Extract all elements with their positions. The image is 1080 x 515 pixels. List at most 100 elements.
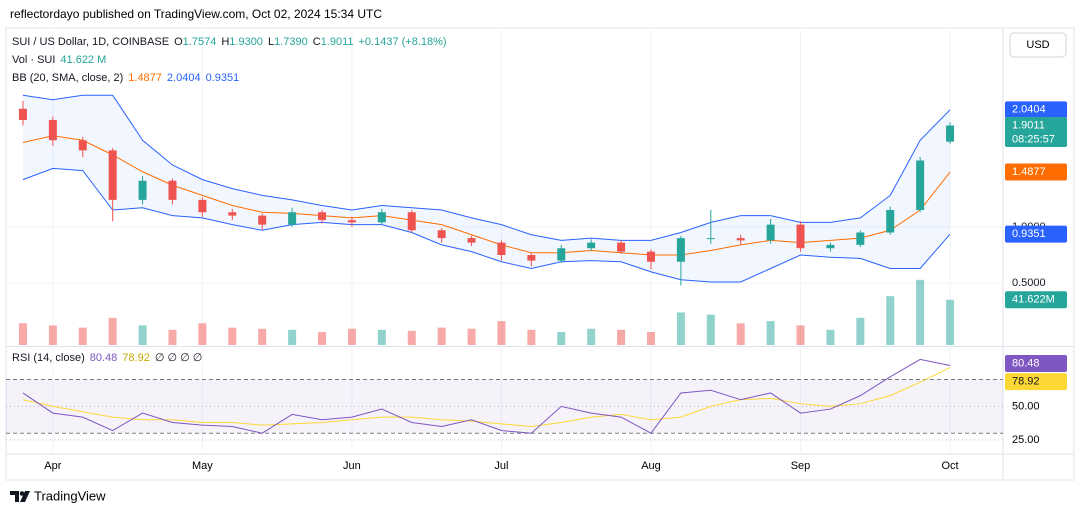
candle-body [138, 180, 147, 200]
ohlc-value: 1.9011 [320, 36, 354, 48]
candle-body [676, 238, 685, 262]
x-tick-label: Oct [941, 460, 958, 472]
ohlc-key: L [267, 36, 275, 48]
footer-brand: TradingView [34, 488, 106, 503]
last-price-label-box [1005, 117, 1067, 148]
bb-upper [22, 94, 951, 241]
candle-body [318, 212, 327, 221]
ohlc-key: H [221, 36, 230, 48]
rsi-extra: ∅ ∅ ∅ ∅ [154, 352, 203, 364]
ohlc-key: C [312, 36, 321, 48]
x-tick-label: Apr [44, 460, 61, 472]
volume-bar [138, 325, 147, 345]
candle-body [826, 244, 835, 249]
candle-body [587, 242, 596, 249]
rsi-ma-label: 78.92 [1012, 375, 1040, 387]
candle-body [646, 251, 655, 262]
volume-bar [527, 329, 536, 345]
bb-basis-label: 1.4877 [1012, 166, 1046, 178]
x-tick-label: Aug [641, 460, 661, 472]
candle-body [946, 125, 955, 142]
rsi-tick-label: 50.00 [1012, 400, 1040, 412]
ohlc-value: 1.7390 [274, 36, 308, 48]
currency[interactable]: USD [1026, 39, 1049, 51]
candle-body [377, 212, 386, 223]
legend-rsi: RSI (14, close) 80.48 78.92 ∅ ∅ ∅ ∅ [12, 351, 207, 364]
candle-body [557, 248, 566, 261]
ohlc-value: 1.9300 [229, 36, 263, 48]
volume-bar [18, 323, 27, 345]
y-tick-label: 0.5000 [1012, 277, 1046, 289]
volume-bar [48, 325, 57, 345]
legend-volume: Vol · SUI 41.622 M [12, 54, 111, 66]
rsi-label-box [1005, 354, 1067, 372]
bb-basis-label-box [1005, 163, 1067, 181]
rsi-name: RSI (14, close) [12, 352, 85, 364]
candle-body [78, 140, 87, 151]
currency-button[interactable] [1009, 32, 1067, 58]
volume-bar [736, 323, 745, 345]
bb-name: BB (20, SMA, close, 2) [12, 72, 124, 84]
candle-body [736, 238, 745, 241]
candle-body [527, 255, 536, 261]
rsi-ma-label-box [1005, 373, 1067, 391]
candle-body [497, 242, 506, 255]
candle-body [108, 150, 117, 200]
volume-bar [258, 328, 267, 345]
volume-bar [467, 328, 476, 345]
candle-body [437, 230, 446, 239]
candle-body [347, 220, 356, 223]
volume-bar [347, 328, 356, 345]
volume-bar [407, 330, 416, 345]
legend-price: SUI / US Dollar, 1D, COINBASE O1.7574 H1.9… [12, 36, 452, 48]
candle-body [796, 224, 805, 249]
rsi-line [22, 358, 951, 434]
rsi-tick-label: 25.00 [1012, 434, 1040, 446]
x-tick-label: Jun [343, 460, 361, 472]
volume-bar [676, 312, 685, 345]
bb-lower [22, 167, 951, 283]
volume-bar [796, 325, 805, 345]
candle-body [48, 120, 57, 141]
volume-value: 41.622 M [60, 54, 107, 66]
last-price-label: 1.9011 [1012, 119, 1045, 131]
legend-bb: BB (20, SMA, close, 2) 1.4877 2.0404 0.9351 [12, 72, 244, 84]
volume-bar [946, 299, 955, 345]
bb-upper: 2.0404 [166, 72, 201, 84]
volume-bar [766, 321, 775, 345]
ohlc-value: 1.7574 [182, 36, 217, 48]
volume-name: Vol · SUI [12, 54, 56, 66]
chart-frame [5, 27, 1075, 481]
candle-body [258, 215, 267, 225]
candle-body [18, 108, 27, 120]
volume-bar [587, 328, 596, 345]
rsi-ma-value: 78.92 [122, 352, 150, 364]
candle-body [886, 210, 895, 233]
volume-bar [646, 331, 655, 345]
volume-bar [318, 331, 327, 345]
rsi-ma [22, 367, 951, 428]
candle-body [228, 212, 237, 216]
volume-bar [497, 321, 506, 345]
plot: 0.50001.0000AprMayJunJulAugSepOct25.0050… [5, 27, 1075, 481]
candle-body [288, 212, 297, 225]
candle-body [407, 212, 416, 231]
volume-bar [78, 327, 87, 345]
rsi-label: 80.48 [1012, 357, 1040, 369]
volume-bar [288, 329, 297, 345]
candle-body [706, 238, 715, 240]
candle-body [916, 160, 925, 210]
rsi-band [6, 379, 1003, 434]
volume-bar [706, 314, 715, 345]
rsi-value: 80.48 [89, 352, 118, 364]
candle-body [766, 224, 775, 241]
candle-body [168, 180, 177, 200]
volume-bar [168, 329, 177, 345]
bb-lower-label: 0.9351 [1012, 228, 1046, 240]
bb-upper-label: 2.0404 [1012, 104, 1046, 116]
bb-upper-label-box [1005, 101, 1067, 119]
last-price-label-countdown: 08:25:57 [1012, 133, 1055, 145]
ohlc-key: O [174, 36, 183, 48]
